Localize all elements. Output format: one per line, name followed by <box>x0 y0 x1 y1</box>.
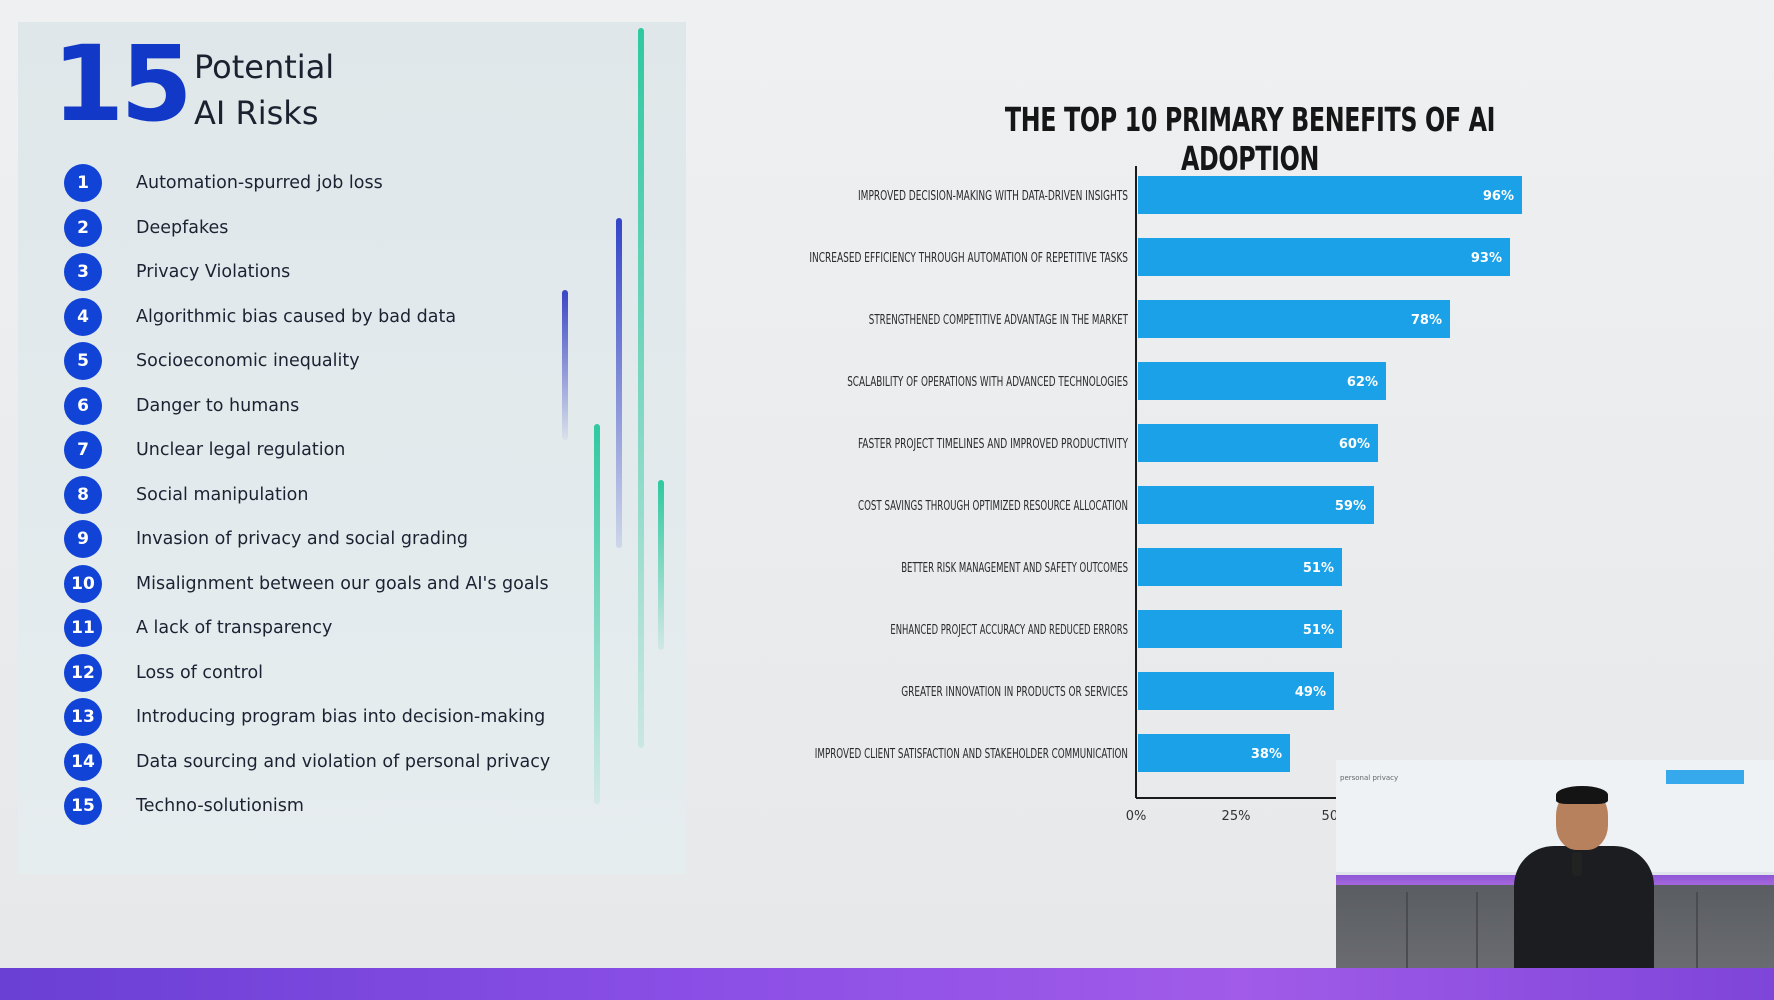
benefits-bar-chart: Improved decision-making with data-drive… <box>809 166 1522 824</box>
bar <box>1138 362 1386 400</box>
bar <box>1138 486 1374 524</box>
decorative-line <box>594 424 600 804</box>
value-label: 51% <box>1303 561 1334 576</box>
bar <box>1138 176 1522 214</box>
speaker-hair <box>1556 786 1608 804</box>
risk-label: Algorithmic bias caused by bad data <box>136 306 457 327</box>
risks-panel <box>18 22 686 874</box>
risk-number-badge: 1 <box>64 164 102 203</box>
risk-item: 12 Loss of control <box>64 651 624 696</box>
category-label: Increased efficiency through automation … <box>809 251 1128 266</box>
stage-panel <box>1406 892 1408 1000</box>
risk-number-badge: 11 <box>64 609 102 648</box>
risk-label: Privacy Violations <box>136 262 291 283</box>
risk-item: 11 A lack of transparency <box>64 606 624 651</box>
bar <box>1138 548 1342 586</box>
category-label: Better risk management and safety outcom… <box>901 561 1128 576</box>
risk-item: 7 Unclear legal regulation <box>64 428 624 473</box>
risk-item: 9 Invasion of privacy and social grading <box>64 517 624 562</box>
risk-number-badge: 3 <box>64 253 102 292</box>
category-label: Scalability of operations with advanced … <box>847 375 1128 390</box>
risk-number-badge: 10 <box>64 564 102 603</box>
risk-item: 2 Deepfakes <box>64 206 624 251</box>
category-label: Improved client satisfaction and stakeho… <box>815 747 1128 762</box>
risk-number-badge: 15 <box>64 787 102 826</box>
value-label: 62% <box>1347 375 1378 390</box>
value-label: 51% <box>1303 623 1334 638</box>
risk-item: 13 Introducing program bias into decision… <box>64 695 624 740</box>
risk-label: Data sourcing and violation of personal … <box>136 751 551 772</box>
risk-item: 15 Techno-solutionism <box>64 784 624 829</box>
microphone-icon <box>1572 852 1582 876</box>
x-tick-label: 0% <box>1126 809 1147 824</box>
risk-number-badge: 7 <box>64 431 102 470</box>
chart-title: THE TOP 10 PRIMARY BENEFITS OF AI ADOPTI… <box>1004 100 1496 178</box>
bottom-accent-strip <box>0 968 1774 1000</box>
value-label: 96% <box>1483 189 1514 204</box>
risk-label: Unclear legal regulation <box>136 440 346 461</box>
category-label: Faster project timelines and improved pr… <box>858 437 1129 452</box>
category-label: Greater innovation in products or servic… <box>901 685 1128 700</box>
bar <box>1138 424 1378 462</box>
speaker-camera-inset: personal privacy <box>1336 760 1774 1000</box>
risk-number-badge: 5 <box>64 342 102 381</box>
risk-label: Invasion of privacy and social grading <box>136 529 469 550</box>
risk-label: Deepfakes <box>136 217 229 238</box>
bar <box>1138 672 1334 710</box>
value-label: 60% <box>1339 437 1370 452</box>
risk-list: 1 Automation-spurred job loss 2 Deepfakes 3 P… <box>64 161 624 829</box>
decorative-line <box>562 290 568 440</box>
inset-bar <box>1666 770 1744 784</box>
category-label: Cost savings through optimized resource … <box>858 499 1128 514</box>
risk-label: Automation-spurred job loss <box>136 173 383 194</box>
risks-title-line2: AI Risks <box>194 94 319 132</box>
value-label: 59% <box>1335 499 1366 514</box>
risk-item: 1 Automation-spurred job loss <box>64 161 624 206</box>
risks-title: Potential AI Risks <box>194 44 414 136</box>
stage-panel <box>1696 892 1698 1000</box>
category-label: Enhanced project accuracy and reduced er… <box>890 623 1128 638</box>
bar <box>1138 300 1450 338</box>
category-label: Improved decision-making with data-drive… <box>858 189 1128 204</box>
value-label: 49% <box>1295 685 1326 700</box>
bar <box>1138 238 1510 276</box>
risk-number-badge: 2 <box>64 208 102 247</box>
risk-number-badge: 4 <box>64 297 102 336</box>
risk-label: Danger to humans <box>136 395 300 416</box>
risk-number-badge: 8 <box>64 475 102 514</box>
inset-screen-text: personal privacy <box>1340 774 1399 782</box>
risk-item: 14 Data sourcing and violation of persona… <box>64 740 624 785</box>
stage-panel <box>1476 892 1478 1000</box>
risk-item: 8 Social manipulation <box>64 473 624 518</box>
value-label: 93% <box>1471 251 1502 266</box>
risk-label: Misalignment between our goals and AI's … <box>136 573 549 594</box>
decorative-line <box>638 28 644 748</box>
bar <box>1138 610 1342 648</box>
risk-item: 4 Algorithmic bias caused by bad data <box>64 295 624 340</box>
category-label: Strengthened competitive advantage in th… <box>869 313 1129 328</box>
risk-item: 5 Socioeconomic inequality <box>64 339 624 384</box>
risk-number-badge: 12 <box>64 653 102 692</box>
decorative-line <box>658 480 664 650</box>
risk-number-badge: 14 <box>64 742 102 781</box>
value-label: 78% <box>1411 313 1442 328</box>
risk-label: A lack of transparency <box>136 618 333 639</box>
risk-number-badge: 9 <box>64 520 102 559</box>
risk-item: 10 Misalignment between our goals and AI'… <box>64 562 624 607</box>
risk-label: Introducing program bias into decision-m… <box>136 707 546 728</box>
risk-number-badge: 13 <box>64 698 102 737</box>
x-tick-label: 25% <box>1222 809 1251 824</box>
decorative-line <box>616 218 622 548</box>
risks-title-line1: Potential <box>194 48 335 86</box>
risk-label: Loss of control <box>136 662 264 683</box>
risks-count: 15 <box>52 23 193 145</box>
risk-label: Social manipulation <box>136 484 309 505</box>
risk-label: Socioeconomic inequality <box>136 351 360 372</box>
risk-item: 3 Privacy Violations <box>64 250 624 295</box>
risk-label: Techno-solutionism <box>136 796 304 817</box>
risk-item: 6 Danger to humans <box>64 384 624 429</box>
value-label: 38% <box>1251 747 1282 762</box>
risk-number-badge: 6 <box>64 386 102 425</box>
bar <box>1138 734 1290 772</box>
